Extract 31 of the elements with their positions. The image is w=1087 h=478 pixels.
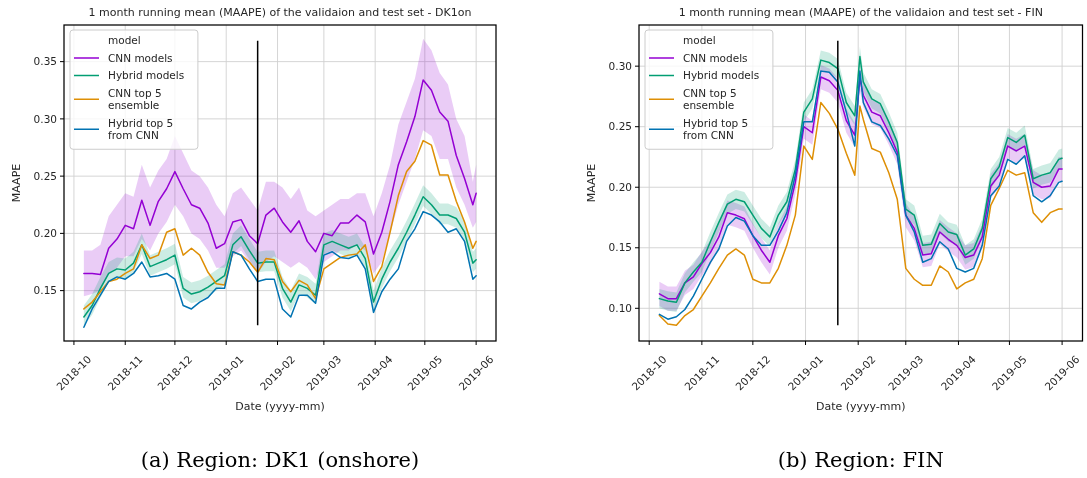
legend-label: Hybrid top 5 from CNN	[108, 116, 177, 142]
legend-label: Hybrid models	[108, 69, 185, 82]
legend-label: CNN top 5 ensemble	[108, 86, 165, 112]
text: (b) Region: FIN	[777, 448, 944, 473]
line-series	[83, 79, 477, 276]
x-axis-title: Date (yyyy-mm)	[815, 399, 906, 413]
legend-label: CNN top 5 ensemble	[683, 86, 740, 112]
chart-title: 1 month running mean (MAAPE) of the validaion and test set - DK1on	[88, 6, 472, 20]
y-tick-label: 0.15	[33, 284, 57, 297]
line-series	[83, 210, 477, 329]
legend-label: Hybrid models	[683, 69, 760, 82]
line-series	[83, 139, 477, 310]
y-tick-label: 0.30	[608, 59, 632, 72]
y-tick-label: 0.15	[608, 241, 632, 254]
y-axis-title: MAAPE	[584, 163, 598, 203]
legend-title: model	[683, 34, 716, 47]
x-axis-title: Date (yyyy-mm)	[235, 399, 325, 413]
text: (a) Region: DK1 (onshore)	[140, 448, 420, 473]
y-tick-label: 0.30	[33, 112, 57, 125]
chart-title: 1 month running mean (MAAPE) of the validaion and test set - FIN	[678, 6, 1043, 20]
legend-label: CNN models	[108, 51, 173, 64]
y-tick-label: 0.20	[608, 180, 632, 193]
y-tick-label: 0.35	[33, 55, 57, 68]
y-tick-label: 0.25	[33, 169, 57, 182]
y-tick-label: 0.10	[608, 301, 632, 314]
legend-title: model	[108, 34, 141, 47]
y-tick-label: 0.20	[33, 227, 57, 240]
legend-label: Hybrid top 5 from CNN	[683, 116, 752, 142]
legend-label: CNN models	[683, 51, 748, 64]
y-tick-label: 0.25	[608, 120, 632, 133]
y-axis-title: MAAPE	[9, 163, 23, 203]
